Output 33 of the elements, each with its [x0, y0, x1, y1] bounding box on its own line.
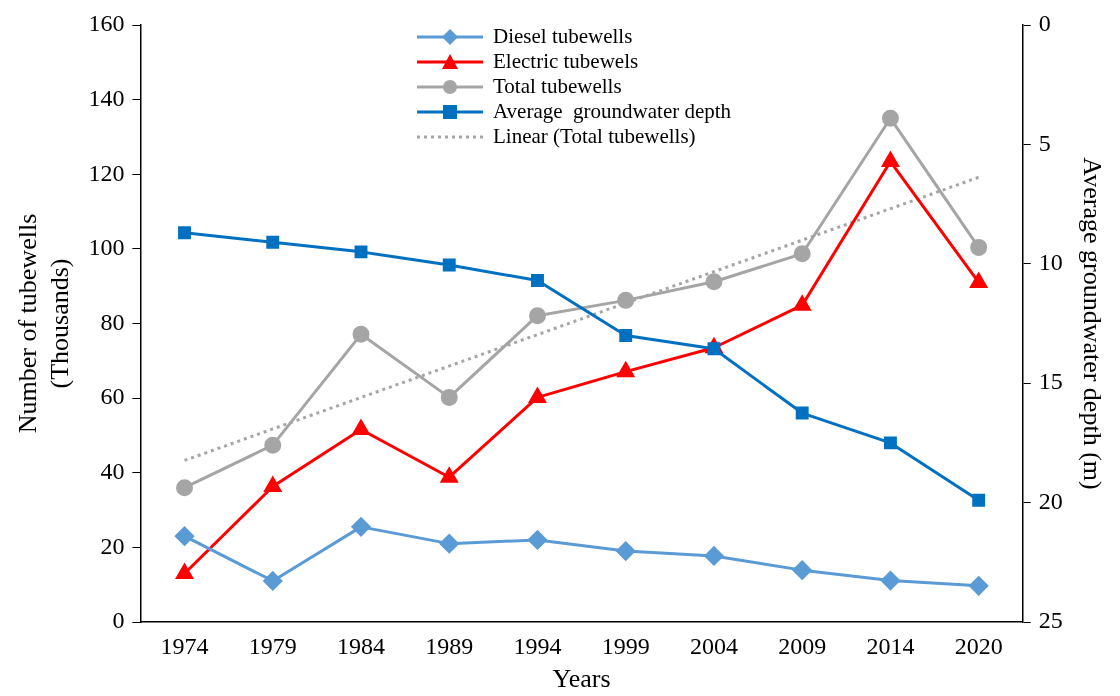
legend-label: Diesel tubewells — [493, 24, 633, 49]
x-tick-label: 1979 — [248, 632, 297, 659]
x-tick-label: 2020 — [954, 632, 1003, 659]
x-tick-label: 1974 — [160, 632, 209, 659]
x-tick-label: 1989 — [425, 632, 474, 659]
y-tick-label: 100 — [88, 234, 125, 261]
y-axis-title: Number of tubewells (Thousands) — [13, 213, 74, 434]
y2-tick-label: 15 — [1038, 368, 1063, 395]
legend-label: Total tubewells — [493, 74, 622, 99]
y2-tick-label: 5 — [1038, 129, 1051, 156]
x-tick-label: 2014 — [866, 632, 915, 659]
y-tick-label: 60 — [100, 383, 125, 410]
y-tick-label: 40 — [100, 458, 125, 485]
y2-tick-label: 10 — [1038, 249, 1063, 276]
y2-tick-label: 20 — [1038, 487, 1063, 514]
x-tick-label: 1984 — [337, 632, 385, 659]
y2-tick-label: 25 — [1038, 607, 1063, 634]
legend-label: Average groundwater depth — [493, 99, 732, 124]
y2-tick-label: 0 — [1038, 10, 1051, 37]
y-tick-label: 140 — [88, 84, 125, 111]
y-tick-label: 80 — [100, 308, 125, 335]
x-tick-label: 2004 — [689, 632, 738, 659]
y-tick-label: 120 — [88, 159, 125, 186]
y2-axis-title: Average groundwater depth (m) — [1077, 157, 1107, 490]
x-tick-label: 2009 — [778, 632, 827, 659]
legend-label: Linear (Total tubewells) — [493, 124, 696, 149]
y-tick-label: 20 — [100, 532, 125, 559]
y-tick-label: 160 — [88, 10, 125, 37]
y-tick-label: 0 — [112, 607, 125, 634]
x-tick-label: 1999 — [601, 632, 650, 659]
x-axis-title: Years — [552, 664, 611, 694]
legend-label: Electric tubewels — [493, 49, 639, 74]
x-tick-label: 1994 — [513, 632, 562, 659]
